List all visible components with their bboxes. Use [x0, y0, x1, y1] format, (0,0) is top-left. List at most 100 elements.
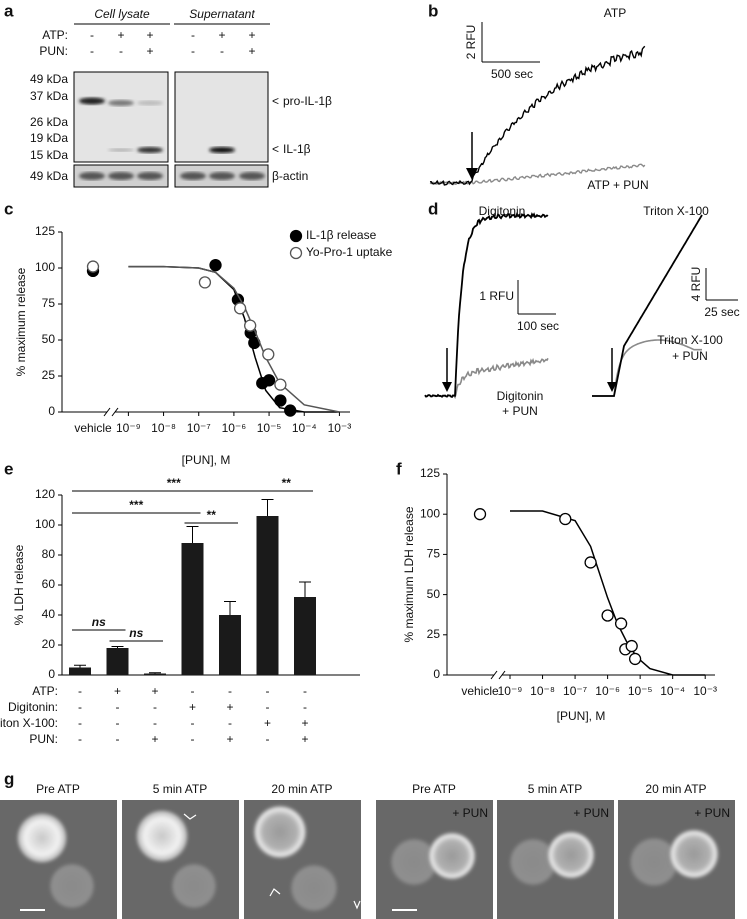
- row-sign: -: [228, 716, 232, 730]
- mw-marker: 26 kDa: [30, 115, 68, 129]
- data-point: [284, 404, 297, 417]
- pointer: [353, 900, 361, 910]
- trace: [429, 45, 646, 186]
- y-tick-label: 75: [427, 547, 441, 561]
- row-sign: -: [116, 700, 120, 714]
- y-tick-label: 120: [35, 487, 55, 501]
- trace-label: + PUN: [672, 349, 708, 363]
- data-point: [473, 508, 487, 521]
- x-tick-label: 10⁻⁴: [292, 421, 317, 435]
- panel-label: g: [4, 769, 14, 788]
- data-point: [244, 319, 257, 332]
- mw-marker: 49 kDa: [30, 169, 68, 183]
- band: [180, 172, 206, 180]
- x-tick-label: 10⁻³: [693, 684, 717, 698]
- blot-group-label: Cell lysate: [94, 7, 150, 21]
- row-sign: +: [264, 716, 271, 730]
- y-tick-label: 0: [48, 404, 55, 418]
- blot-sign: +: [248, 28, 255, 42]
- legend-label: IL-1β release: [306, 228, 377, 242]
- row-sign: +: [151, 684, 158, 698]
- x-tick-label: 10⁻³: [328, 421, 352, 435]
- x-tick-label: 10⁻⁴: [660, 684, 685, 698]
- legend-marker: [289, 229, 303, 243]
- band: [79, 172, 105, 180]
- scale-label: 1 RFU: [479, 289, 514, 303]
- micrograph-title: 20 min ATP: [271, 782, 332, 796]
- error-bar: [74, 664, 86, 668]
- row-sign: +: [226, 700, 233, 714]
- row-sign: -: [303, 684, 307, 698]
- error-bar: [149, 672, 161, 674]
- arrowhead: [607, 382, 617, 392]
- x-tick-label: 10⁻⁷: [563, 684, 587, 698]
- micrograph-title: 5 min ATP: [153, 782, 207, 796]
- x-tick-label: 10⁻⁸: [530, 684, 555, 698]
- y-tick-label: 0: [48, 667, 55, 681]
- x-tick-label: 10⁻⁷: [187, 421, 211, 435]
- row-label: ATP:: [32, 684, 58, 698]
- row-label: PUN:: [29, 732, 58, 746]
- cell: [135, 809, 189, 863]
- mw-marker: 37 kDa: [30, 89, 68, 103]
- data-point: [628, 652, 642, 666]
- row-sign: -: [153, 700, 157, 714]
- band-pointer: <: [272, 94, 279, 108]
- band: [137, 147, 163, 153]
- axis-break: [490, 670, 498, 680]
- blot-sign: +: [117, 28, 124, 42]
- error-bar: [224, 601, 236, 615]
- bar: [219, 615, 241, 675]
- x-tick-label: 10⁻⁹: [498, 684, 523, 698]
- arrowhead: [442, 382, 452, 392]
- trace-label: Digitonin: [479, 204, 526, 218]
- blot-sign: +: [146, 44, 153, 58]
- y-tick-label: 100: [35, 517, 55, 531]
- bar: [256, 516, 279, 675]
- x-tick-label: vehicle: [74, 421, 112, 435]
- trace-label: Triton X-100: [657, 333, 723, 347]
- y-tick-label: 25: [42, 368, 56, 382]
- error-bar: [299, 581, 311, 597]
- panel-label: a: [4, 1, 14, 20]
- data-point: [614, 617, 628, 630]
- y-tick-label: 50: [42, 332, 56, 346]
- panel-label: b: [428, 1, 438, 20]
- panel-label: f: [396, 459, 402, 478]
- x-axis-label: [PUN], M: [557, 709, 606, 723]
- micrograph-note: + PUN: [694, 806, 730, 820]
- row-sign: -: [116, 716, 120, 730]
- cell: [252, 804, 308, 860]
- row-label: Triton X-100:: [0, 716, 58, 730]
- x-axis-label: [PUN], M: [182, 453, 231, 467]
- error-bar: [261, 499, 274, 516]
- scale-label: 500 sec: [491, 67, 533, 81]
- mw-marker: 49 kDa: [30, 72, 68, 86]
- trace-label: Digitonin: [497, 389, 544, 403]
- row-sign: +: [151, 732, 158, 746]
- row-sign: +: [189, 700, 196, 714]
- panel-label: e: [4, 459, 13, 478]
- blot-sign: -: [220, 44, 224, 58]
- band: [137, 100, 163, 106]
- error-bar: [186, 526, 199, 543]
- legend-marker: [289, 246, 303, 260]
- data-point: [584, 556, 597, 569]
- row-sign: +: [301, 732, 308, 746]
- axis-break: [103, 407, 111, 417]
- row-sign: -: [191, 684, 195, 698]
- band: [108, 172, 134, 180]
- micrograph-note: + PUN: [452, 806, 488, 820]
- scale-label: 25 sec: [704, 305, 739, 319]
- data-point: [262, 374, 276, 387]
- band: [108, 148, 134, 152]
- trace-label: + PUN: [502, 404, 538, 418]
- row-sign: -: [153, 716, 157, 730]
- micrograph-title: 5 min ATP: [528, 782, 582, 796]
- significance-label: **: [207, 508, 217, 522]
- trace: [424, 211, 549, 398]
- fit-line: [128, 265, 340, 413]
- data-point: [601, 609, 614, 622]
- significance-label: ***: [167, 476, 181, 490]
- y-tick-label: 40: [42, 607, 56, 621]
